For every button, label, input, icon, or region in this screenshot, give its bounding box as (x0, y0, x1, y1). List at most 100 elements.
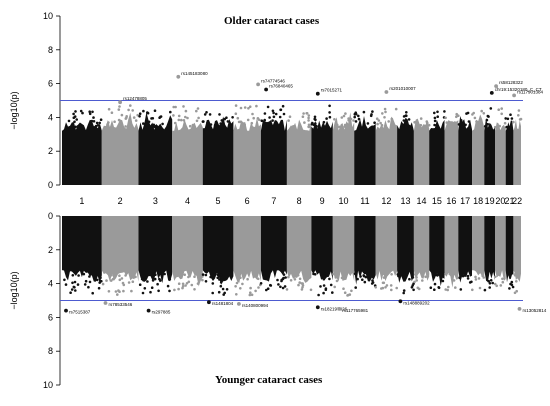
bottom-point (382, 276, 386, 279)
top-point (279, 108, 283, 112)
bottom-chr18-band (472, 216, 485, 277)
bottom-point (283, 285, 287, 288)
bottom-point (82, 272, 86, 276)
bottom-point (395, 286, 399, 290)
bottom-point (514, 272, 517, 276)
chromosome-label: 20 (495, 196, 505, 206)
top-point (489, 107, 493, 110)
top-point (303, 121, 306, 124)
bottom-point (411, 276, 415, 279)
top-point (475, 122, 479, 126)
bottom-point (248, 293, 252, 297)
bottom-point (281, 286, 285, 290)
bottom-point (433, 282, 437, 286)
chromosome-label: 6 (245, 196, 250, 206)
bottom-point (362, 274, 366, 278)
bottom-point (390, 273, 393, 276)
bottom-point (193, 288, 196, 291)
top-point (74, 110, 77, 113)
top-point (344, 112, 347, 115)
top-point (305, 112, 309, 115)
bottom-point (217, 274, 221, 278)
bottom-point (489, 279, 493, 282)
bottom-y-tick-label: 6 (48, 312, 53, 322)
top-point (503, 121, 507, 125)
bottom-point (280, 279, 283, 283)
bottom-point (279, 285, 282, 289)
bottom-chr6-band (233, 216, 261, 283)
bottom-point (140, 277, 144, 281)
bottom-point (146, 280, 149, 283)
top-y-tick-label: 4 (48, 112, 53, 122)
top-snp-point (315, 91, 320, 96)
chromosome-label: 5 (216, 196, 221, 206)
top-point (419, 123, 423, 127)
bottom-point (298, 277, 302, 281)
bottom-snp-label: rs140800994 (242, 303, 269, 308)
bottom-point (101, 282, 105, 286)
bottom-snp-point (103, 301, 108, 305)
bottom-chr7-band (260, 216, 287, 282)
bottom-point (454, 286, 457, 289)
top-point (433, 111, 436, 115)
top-point (106, 126, 110, 129)
top-point (136, 113, 139, 117)
bottom-point (331, 291, 334, 294)
top-point (124, 125, 127, 128)
top-point (328, 104, 331, 108)
top-point (219, 122, 222, 125)
top-point (191, 123, 195, 127)
top-point (79, 124, 82, 127)
bottom-point (284, 276, 287, 279)
top-point (342, 114, 346, 118)
bottom-point (218, 278, 221, 281)
chromosome-label: 13 (400, 196, 410, 206)
bottom-point (342, 276, 346, 280)
top-point (464, 123, 467, 127)
top-point (315, 124, 318, 128)
top-point (142, 109, 145, 113)
bottom-point (448, 272, 452, 276)
bottom-point (356, 277, 359, 281)
bottom-chr5-band (202, 216, 234, 285)
chromosome-label: 16 (446, 196, 456, 206)
top-point (142, 122, 145, 125)
bottom-point (91, 291, 94, 295)
top-point (436, 110, 439, 114)
top-point (500, 107, 504, 110)
top-point (433, 116, 437, 120)
top-point (307, 116, 310, 120)
bottom-point (168, 277, 172, 281)
top-point (96, 124, 100, 127)
top-point (362, 110, 366, 114)
bottom-point (347, 293, 350, 297)
top-point (435, 123, 439, 127)
top-chr22-band (513, 119, 521, 185)
top-point (268, 116, 271, 119)
bottom-point (69, 291, 72, 295)
top-point (252, 116, 255, 120)
bottom-point (350, 289, 353, 293)
bottom-point (201, 273, 205, 276)
top-y-axis-label: −log10(p) (9, 91, 19, 129)
top-point (381, 112, 384, 115)
bottom-point (441, 279, 445, 283)
top-point (117, 118, 121, 122)
top-point (130, 123, 133, 126)
top-chr5-band (202, 116, 234, 185)
bottom-point (235, 281, 239, 285)
bottom-point (223, 291, 226, 295)
bottom-point (474, 278, 478, 281)
bottom-point (154, 273, 157, 277)
bottom-point (249, 291, 252, 295)
bottom-point (120, 277, 124, 280)
bottom-point (488, 282, 492, 285)
top-point (169, 110, 172, 114)
top-point (509, 113, 512, 116)
top-point (377, 119, 381, 122)
top-point (394, 125, 398, 128)
bottom-point (412, 288, 415, 292)
top-point (203, 113, 207, 116)
top-chr19-band (484, 117, 495, 185)
bottom-chr21-band (505, 216, 514, 283)
